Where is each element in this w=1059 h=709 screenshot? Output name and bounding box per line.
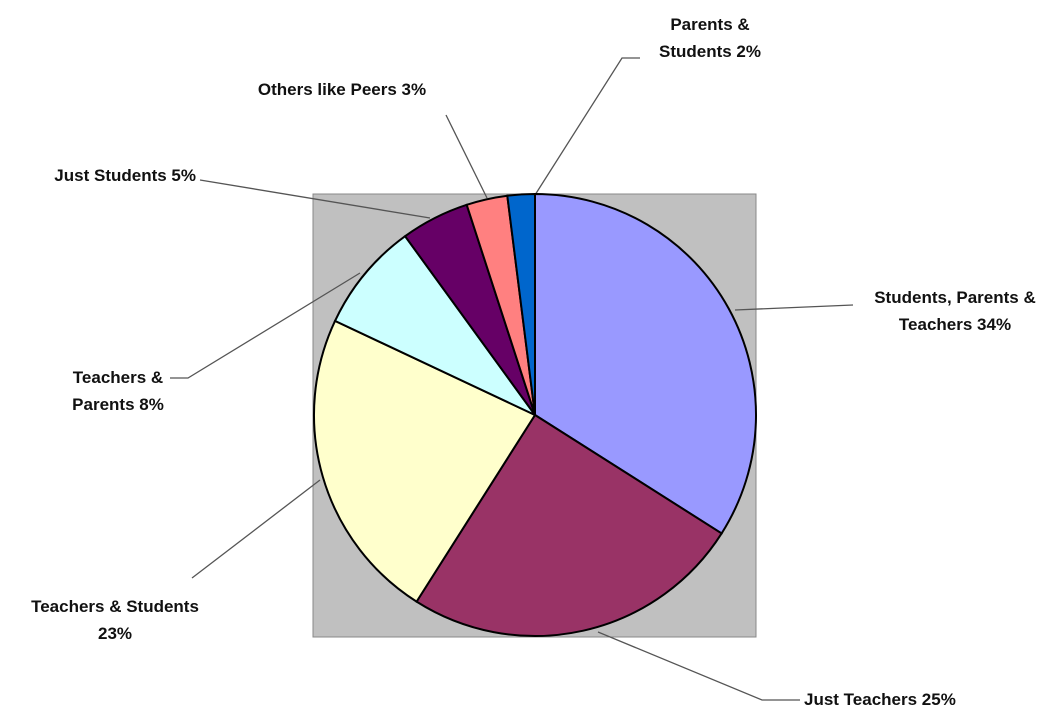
slice-label-others-like-peers: Others like Peers 3% (258, 80, 426, 99)
slice-labels: Students, Parents & Teachers 34% Just Teac… (31, 15, 1036, 709)
leader-line-teachers-students (191, 479, 321, 579)
slice-label-just-students: Just Students 5% (54, 166, 196, 185)
leader-line-just-students (199, 179, 431, 219)
pie-slice-just-teachers (415, 413, 723, 637)
slice-label-just-teachers: Just Teachers 25% (804, 690, 956, 709)
leader-line-parents-students (534, 57, 640, 196)
pie-slice-teachers-students (312, 319, 537, 603)
slice-label-teachers-students: Teachers & Students 23% (31, 597, 199, 643)
leader-line-just-teachers (597, 631, 800, 701)
pie-slices (312, 192, 757, 637)
slice-label-students-parents-teachers: Students, Parents & Teachers 34% (874, 288, 1036, 334)
leader-line-others-like-peers (445, 114, 488, 199)
pie-slice-parents-students (506, 192, 536, 416)
leader-line-students-parents-teachers (734, 304, 854, 311)
leader-line-teachers-parents (170, 272, 361, 379)
slice-label-parents-students: Parents & Students 2% (659, 15, 761, 61)
pie-slice-students-parents-teachers (534, 192, 757, 535)
pie-slice-teachers-parents (333, 234, 536, 416)
leader-lines (170, 57, 854, 701)
slice-label-teachers-parents: Teachers & Parents 8% (72, 368, 164, 414)
